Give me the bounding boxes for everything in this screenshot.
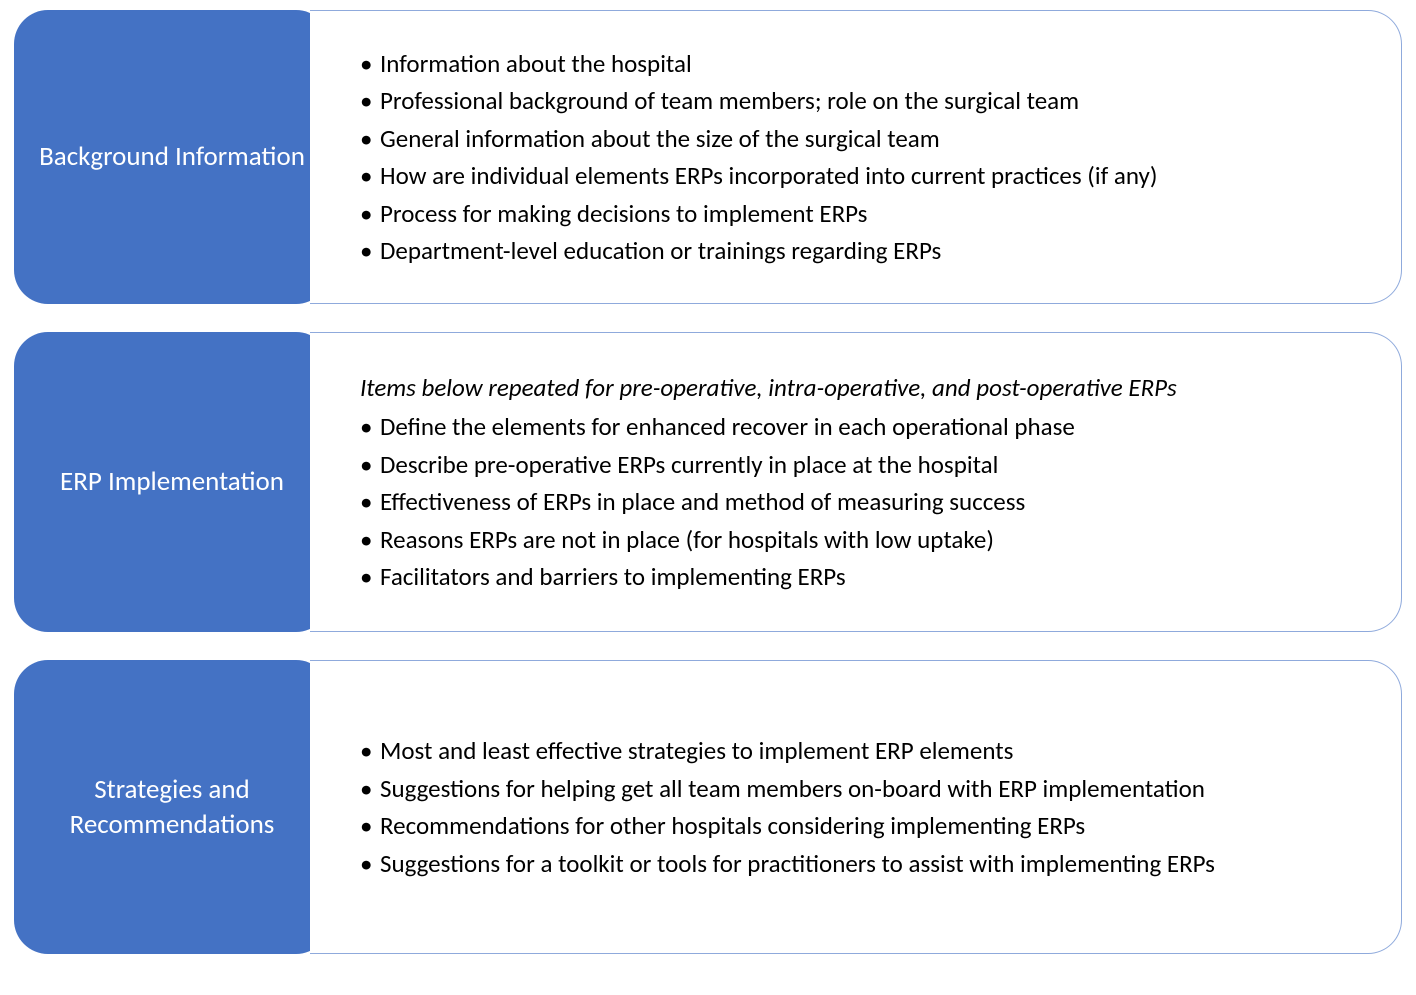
bullet-item: Most and least effective strategies to i…	[360, 732, 1361, 770]
bullet-item: Suggestions for helping get all team mem…	[360, 770, 1361, 808]
section-label: Background Information	[14, 10, 330, 304]
bullet-item: Professional background of team members;…	[360, 82, 1361, 120]
bullet-item: Process for making decisions to implemen…	[360, 195, 1361, 233]
bullet-item: Recommendations for other hospitals cons…	[360, 807, 1361, 845]
section-background: Background InformationInformation about …	[14, 10, 1402, 304]
section-label: ERP Implementation	[14, 332, 330, 632]
section-label: Strategies and Recommendations	[14, 660, 330, 954]
section-content: Items below repeated for pre-operative, …	[310, 332, 1402, 632]
section-content: Most and least effective strategies to i…	[310, 660, 1402, 954]
bullet-item: Define the elements for enhanced recover…	[360, 408, 1361, 446]
bullet-item: General information about the size of th…	[360, 120, 1361, 158]
section-erp-impl: ERP Implementation Items below repeated f…	[14, 332, 1402, 632]
bullet-item: Reasons ERPs are not in place (for hospi…	[360, 521, 1361, 559]
diagram-root: Background InformationInformation about …	[0, 0, 1416, 992]
section-content: Information about the hospitalProfession…	[310, 10, 1402, 304]
section-strategies: Strategies and Recommendations Most and l…	[14, 660, 1402, 954]
bullet-item: Facilitators and barriers to implementin…	[360, 558, 1361, 596]
bullet-item: Describe pre-operative ERPs currently in…	[360, 446, 1361, 484]
section-intro: Items below repeated for pre-operative, …	[360, 369, 1361, 407]
bullet-item: Information about the hospital	[360, 45, 1361, 83]
bullet-item: How are individual elements ERPs incorpo…	[360, 157, 1361, 195]
bullet-item: Effectiveness of ERPs in place and metho…	[360, 483, 1361, 521]
bullet-item: Suggestions for a toolkit or tools for p…	[360, 845, 1361, 883]
bullet-item: Department-level education or trainings …	[360, 232, 1361, 270]
